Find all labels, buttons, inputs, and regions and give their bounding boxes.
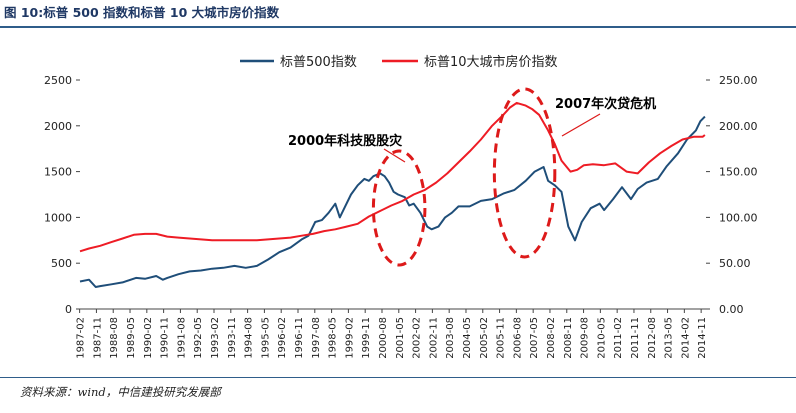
y-right-tick-label: 150.00 [719,166,758,179]
annotation-pointer-2007 [561,113,601,137]
x-tick-label: 2009-08 [580,317,591,359]
x-tick-label: 1987-11 [92,317,103,359]
annotation-circle-2000 [371,149,427,267]
y-left-tick-label: 0 [65,303,72,316]
x-tick-label: 2008-11 [563,317,574,359]
x-tick-label: 1993-02 [210,317,221,359]
x-tick-label: 2008-02 [546,317,557,359]
x-tick-label: 1994-08 [244,317,255,359]
y-left-tick-label: 500 [51,257,72,270]
x-tick-label: 1995-05 [260,317,271,359]
chart-area: 标普500指数 标普10大城市房价指数 0 500 1000 1500 2000 2500 0.… [44,54,758,359]
y-left-tick-label: 2000 [44,120,72,133]
y-right-tick-label: 50.00 [719,257,751,270]
annotation-pointer-2000 [383,148,406,163]
x-tick-label: 2014-11 [697,317,708,359]
x-tick-label: 2011-11 [630,317,641,359]
annotation-label-2000: 2000年科技股股灾 [288,133,403,149]
y-left-tick-label: 2500 [44,74,72,87]
legend-label-sp500: 标普500指数 [280,55,357,70]
footer-divider [0,377,796,378]
x-tick-label: 1999-11 [361,317,372,359]
x-tick-label: 2004-05 [462,317,473,359]
x-tick-label: 1996-11 [294,317,305,359]
y-right-tick-label: 200.00 [719,120,758,133]
x-tick-label: 2012-08 [647,317,658,359]
x-tick-label: 2006-08 [512,317,523,359]
y-right-tick-label: 250.00 [719,74,758,87]
x-tick-label: 1990-02 [143,317,154,359]
x-tick-label: 1992-05 [193,317,204,359]
x-tick-label: 1988-08 [109,317,120,359]
x-tick-label: 1989-05 [126,317,137,359]
y-left-tick-label: 1500 [44,166,72,179]
x-tick-label: 1999-02 [344,317,355,359]
x-tick-label: 1991-08 [176,317,187,359]
x-tick-label: 2011-02 [613,317,624,359]
x-tick-label: 2001-05 [395,317,406,359]
x-tick-label: 2000-08 [378,317,389,359]
x-tick-label: 2002-11 [428,317,439,359]
x-tick-label: 2007-05 [529,317,540,359]
y-right-tick-label: 0.00 [719,303,744,316]
x-tick-label: 2013-05 [664,317,675,359]
series-line-sp500 [79,115,706,288]
x-tick-label: 2002-02 [412,317,423,359]
x-tick-label: 2010-05 [596,317,607,359]
chart-title: 图 10:标普 500 指数和标普 10 大城市房价指数 [4,5,280,20]
title-divider [0,26,796,28]
x-tick-label: 2005-11 [496,317,507,359]
x-tick-label: 2005-02 [479,317,490,359]
x-tick-label: 1990-11 [160,317,171,359]
x-tick-label: 1996-02 [277,317,288,359]
y-right-tick-label: 100.00 [719,211,758,224]
y-left-tick-label: 1000 [44,211,72,224]
source-note: 资料来源：wind，中信建投研究发展部 [20,385,221,399]
legend-label-house: 标普10大城市房价指数 [424,54,558,70]
x-tick-label: 1987-02 [76,317,87,359]
x-tick-label: 1998-05 [328,317,339,359]
x-tick-label: 2003-08 [445,317,456,359]
x-tick-label: 1993-11 [227,317,238,359]
x-tick-label: 2014-02 [680,317,691,359]
series-line-house-price [79,101,706,253]
x-tick-label: 1997-08 [311,317,322,359]
annotation-label-2007: 2007年次贷危机 [555,96,656,112]
annotation-circle-2007 [492,87,557,259]
